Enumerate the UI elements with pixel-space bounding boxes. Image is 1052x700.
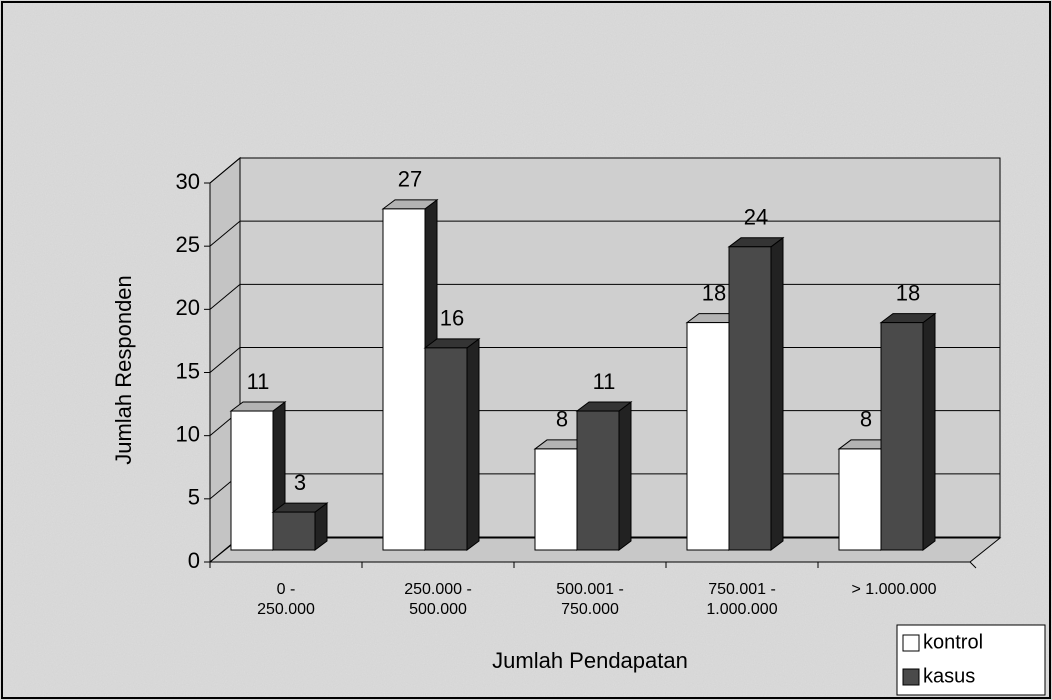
x-tick-label: 500.001 - 750.000	[556, 581, 624, 618]
legend-label: kontrol	[923, 631, 983, 653]
bar	[272, 511, 316, 551]
x-tick-line: 1.000.000	[706, 601, 777, 618]
bar-side	[770, 236, 784, 551]
data-label: 11	[593, 369, 616, 394]
bar	[838, 448, 882, 551]
x-tick-line: 750.000	[561, 601, 619, 618]
data-label: 18	[896, 280, 920, 305]
y-tick-label: 5	[188, 485, 200, 510]
bar-side	[618, 401, 632, 551]
x-tick-label: 750.001 - 1.000.000	[706, 581, 777, 618]
data-label: 24	[744, 205, 768, 230]
bar-side	[922, 312, 936, 551]
bar	[382, 208, 426, 551]
x-tick-label: 0 - 250.000	[257, 581, 315, 618]
grid-line	[209, 283, 241, 310]
x-tick-line: 500.001 -	[556, 581, 624, 598]
x-tick-line: 250.000 -	[404, 581, 472, 598]
bar	[534, 448, 578, 551]
legend-swatch	[902, 634, 920, 652]
x-tick-label: > 1.000.000	[852, 581, 937, 598]
legend-swatch	[902, 668, 920, 686]
bar	[576, 410, 620, 551]
legend-box	[896, 624, 1046, 696]
x-tick-line: 750.001 -	[708, 581, 776, 598]
x-tick-line: 0 -	[277, 581, 296, 598]
bar	[728, 246, 772, 551]
y-tick-label: 30	[176, 169, 200, 194]
y-tick-label: 15	[176, 358, 200, 383]
legend-label: kasus	[923, 665, 975, 687]
x-tick-label: 250.000 - 500.000	[404, 581, 472, 618]
y-tick-label: 20	[176, 295, 200, 320]
grid-line	[209, 347, 241, 373]
bar	[880, 322, 924, 551]
data-label: 8	[556, 407, 568, 432]
y-tick-label: 25	[176, 232, 200, 257]
bar-side	[466, 337, 480, 551]
data-label: 18	[702, 280, 726, 305]
x-tick-line: 500.000	[409, 601, 467, 618]
grid-line	[209, 157, 241, 184]
y-tick-label: 10	[176, 421, 200, 446]
grid-line	[209, 220, 241, 247]
data-label: 8	[860, 407, 872, 432]
bar	[686, 322, 730, 551]
data-label: 3	[294, 470, 306, 495]
data-label: 11	[247, 369, 270, 394]
data-label: 16	[440, 306, 464, 331]
y-tick-label: 0	[188, 548, 200, 573]
bar	[424, 347, 468, 551]
x-tick-line: 250.000	[257, 601, 315, 618]
y-axis-title: Jumlah Responden	[111, 275, 136, 465]
x-axis-title: Jumlah Pendapatan	[492, 648, 688, 673]
data-label: 27	[398, 167, 422, 192]
x-axis-end	[969, 561, 977, 569]
bar	[230, 410, 274, 551]
